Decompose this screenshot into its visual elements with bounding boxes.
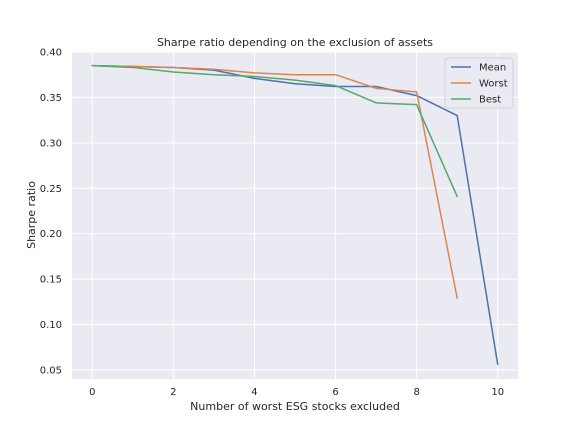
y-tick-label: 0.20 [40, 229, 62, 240]
series-line-best [91, 64, 458, 198]
x-tick-label: 8 [413, 387, 419, 398]
y-tick-label: 0.30 [40, 138, 62, 149]
y-tick-label: 0.25 [40, 184, 62, 195]
y-tick-label: 0.40 [40, 48, 62, 59]
legend: Mean Worst Best [444, 57, 514, 109]
legend-label-mean: Mean [479, 63, 506, 74]
series-lines [91, 64, 499, 366]
chart-title: Sharpe ratio depending on the exclusion … [157, 36, 433, 49]
x-tick-label: 0 [89, 387, 95, 398]
x-axis-label: Number of worst ESG stocks excluded [190, 400, 400, 413]
grid [72, 51, 518, 379]
legend-label-worst: Worst [479, 79, 508, 90]
y-tick-label: 0.15 [40, 275, 62, 286]
x-tick-label: 10 [491, 387, 504, 398]
legend-box [444, 57, 514, 109]
series-line-worst [91, 64, 458, 299]
x-tick-labels: 0 2 4 6 8 10 [89, 387, 504, 398]
y-tick-label: 0.05 [40, 365, 62, 376]
y-tick-label: 0.35 [40, 93, 62, 104]
x-tick-label: 6 [332, 387, 338, 398]
y-axis-label: Sharpe ratio [25, 181, 38, 249]
x-tick-label: 4 [251, 387, 257, 398]
legend-label-best: Best [479, 95, 501, 106]
y-tick-label: 0.10 [40, 320, 62, 331]
y-tick-labels: 0.05 0.10 0.15 0.20 0.25 0.30 0.35 0.40 [40, 48, 62, 377]
x-tick-label: 2 [170, 387, 176, 398]
